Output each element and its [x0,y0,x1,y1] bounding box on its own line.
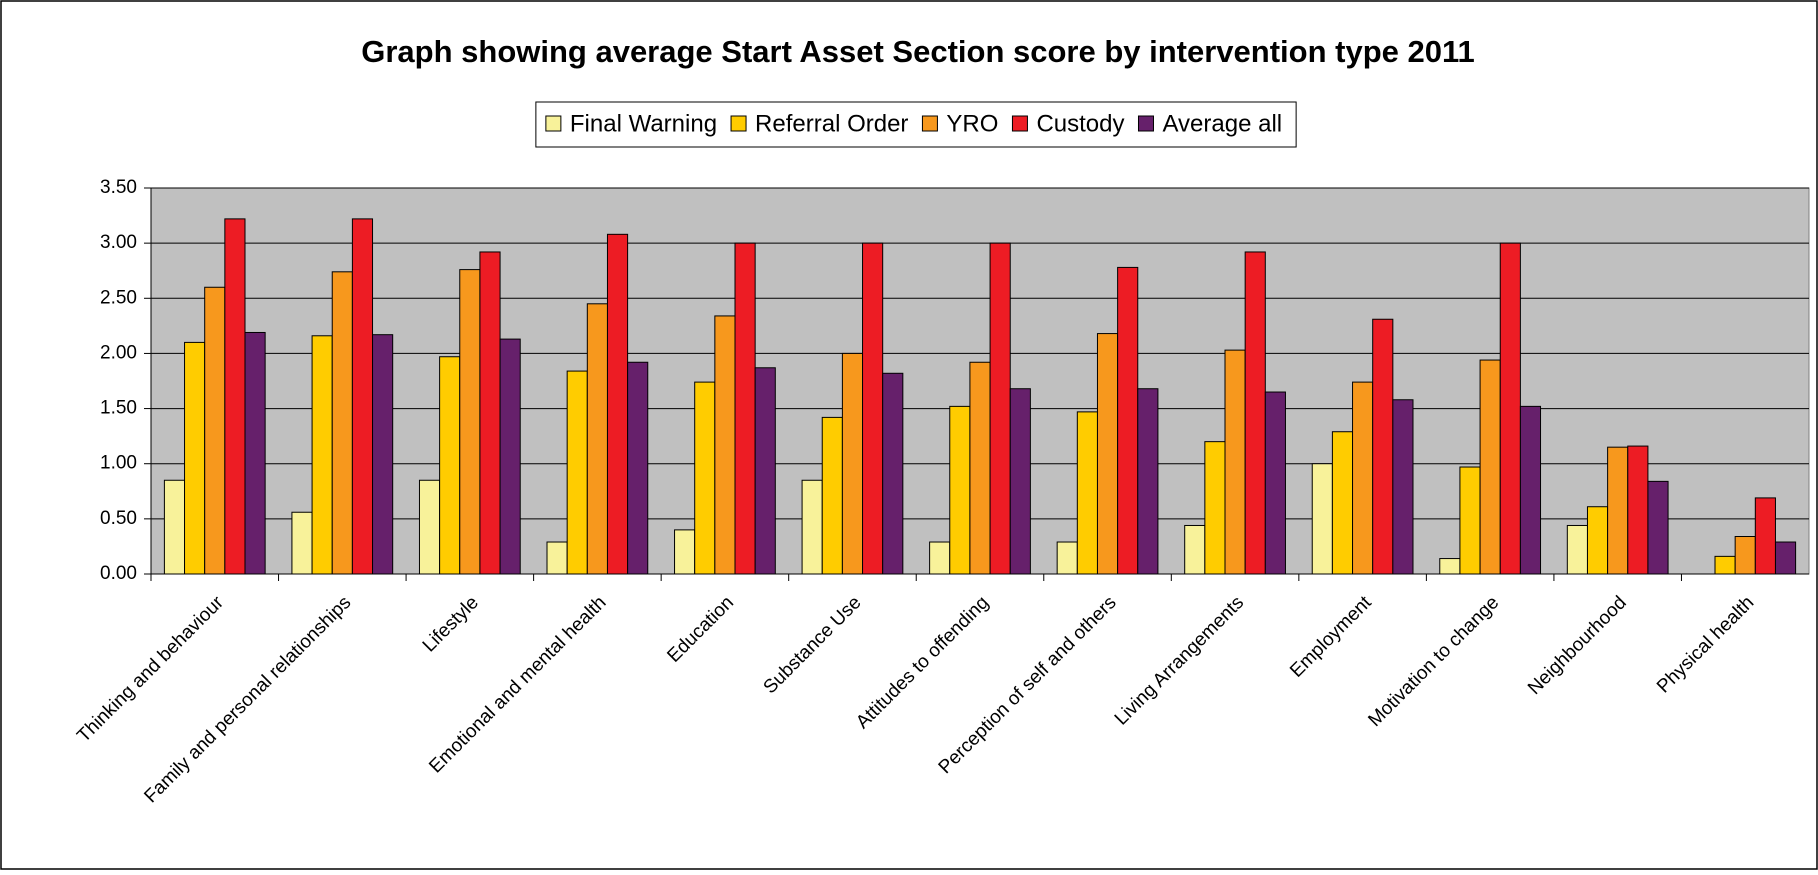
legend-swatch [545,115,562,132]
legend-box [535,101,1297,148]
bar [1774,541,1797,575]
legend-swatch [730,115,747,132]
bar [291,511,313,575]
bar [674,529,696,575]
legend-swatch [1011,115,1028,132]
bar [1076,411,1098,575]
bar [566,370,588,575]
legend-label: YRO [946,110,998,137]
legend-label: Custody [1036,110,1124,137]
bar [184,341,206,575]
y-tick-label: 0.00 [100,563,137,584]
y-tick-label: 2.50 [100,287,137,308]
bar [1331,431,1354,575]
bar [969,361,991,575]
bar [1311,463,1333,575]
bar [694,381,716,575]
bar [1734,536,1756,575]
bar [1714,555,1736,575]
y-tick-label: 2.00 [100,342,137,363]
bar [1056,541,1078,575]
bar [244,331,266,575]
bar [1459,466,1481,575]
bar [311,335,333,575]
bar [606,233,629,575]
bar [841,352,864,575]
bar [439,356,461,575]
bar [1519,405,1542,575]
bar [586,303,608,575]
bar [1392,399,1414,575]
y-tick-label: 1.50 [100,398,137,419]
bar [1137,388,1159,575]
legend-label: Final Warning [570,110,717,137]
legend-label: Average all [1162,110,1282,137]
bar [1499,242,1521,575]
bar [204,286,226,575]
bar [929,541,951,575]
bar [418,479,441,575]
bar [1184,524,1206,575]
bar [1096,333,1119,575]
bar [754,367,776,575]
bar [1117,266,1139,575]
bar [989,242,1011,575]
bar [1244,251,1266,575]
legend-label: Referral Order [755,110,908,137]
bar [479,251,501,575]
bar [882,372,904,575]
legend-swatch [1137,115,1154,132]
bar [627,361,649,575]
y-tick-label: 3.50 [100,177,137,198]
bar [372,334,394,575]
bar [862,242,884,575]
chart-title: Graph showing average Start Asset Sectio… [361,34,1475,69]
bar [546,541,568,575]
bar [1224,349,1246,575]
bar [1204,441,1226,575]
bar [734,242,756,575]
bar [1627,445,1649,575]
bar [714,315,736,575]
bar [351,218,374,575]
bar [801,479,823,575]
bar [163,479,186,575]
bar [1586,506,1609,575]
bar [949,405,971,575]
bar [1754,497,1776,575]
bar [331,271,353,575]
bar [1479,359,1501,575]
bar [1439,558,1461,575]
bar [224,218,246,575]
y-tick-label: 0.50 [100,508,137,529]
bar [1372,318,1394,575]
y-tick-label: 1.00 [100,453,137,474]
bar [459,269,481,575]
bar [821,416,843,575]
bar [1607,446,1629,575]
bar [1352,381,1374,575]
y-tick-label: 3.00 [100,232,137,253]
bar [1009,388,1031,575]
bar [1647,480,1669,575]
legend-swatch [921,115,938,132]
bar [499,338,521,575]
bar [1566,524,1588,575]
bar [1264,391,1286,575]
